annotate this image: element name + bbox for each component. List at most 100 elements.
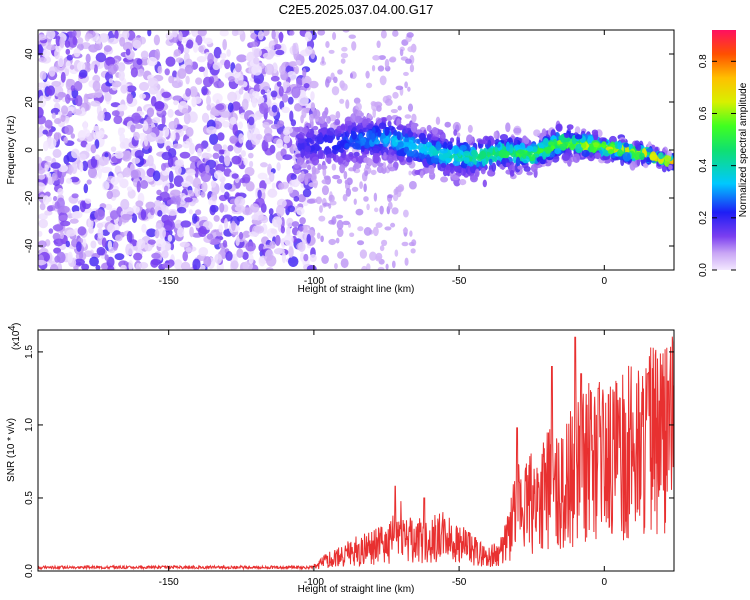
spectrogram-cell xyxy=(170,130,176,142)
spectrogram-cell xyxy=(249,160,254,168)
spectrogram-cell xyxy=(334,118,341,126)
spectrogram-cell xyxy=(374,139,381,145)
spectrogram-cell xyxy=(154,228,160,239)
spectrogram-cell xyxy=(161,114,166,126)
spectrogram-cell xyxy=(102,111,112,121)
spectrogram-cell xyxy=(241,98,249,111)
spectrogram-cell xyxy=(114,30,119,40)
spectrogram-cell xyxy=(97,110,105,122)
spectrogram-cell xyxy=(89,63,95,70)
spectrogram-cell xyxy=(189,226,194,238)
spectrogram-cell xyxy=(224,182,233,190)
spectrogram-cell xyxy=(48,228,54,234)
spectrogram-cell xyxy=(45,30,56,40)
spectrogram-cell xyxy=(90,240,97,249)
spectrogram-cell xyxy=(321,185,329,196)
spectrogram-cell xyxy=(337,251,344,259)
spectrogram-cell xyxy=(542,151,547,160)
spectrogram-cell xyxy=(38,259,47,266)
spectrogram-cell xyxy=(97,156,109,167)
spectrogram-cell xyxy=(52,148,62,158)
spectrogram-cell xyxy=(591,129,599,136)
spectrogram-cell xyxy=(257,172,268,180)
spectrogram-cell xyxy=(168,170,174,183)
spectrogram-cell xyxy=(306,132,313,139)
spectrogram-cell xyxy=(398,141,404,148)
spectrogram-cell xyxy=(50,162,61,169)
spectrogram-cell xyxy=(111,110,120,117)
x-tick-label: -150 xyxy=(159,276,179,287)
spectrogram-cell xyxy=(316,232,321,239)
spectrogram-cell xyxy=(282,154,293,161)
spectrogram-cell xyxy=(555,124,563,131)
spectrogram-cell xyxy=(339,163,345,174)
spectrogram-cell xyxy=(353,97,361,104)
spectrogram-cell xyxy=(304,31,313,42)
spectrogram-cell xyxy=(479,150,487,160)
spectrogram-cell xyxy=(326,157,332,165)
spectrogram-cell xyxy=(397,124,404,131)
spectrogram-cell xyxy=(245,181,255,192)
spectrogram-cell xyxy=(359,249,368,259)
spectrogram-cell xyxy=(98,33,110,43)
spectrogram-cell xyxy=(101,166,113,173)
spectrogram-x-ticks: -150 -100 -50 0 xyxy=(159,30,608,287)
spectrogram-cell xyxy=(291,86,301,99)
spectrogram-cell xyxy=(172,95,183,102)
spectrogram-cell xyxy=(342,194,348,202)
spectrogram-cell xyxy=(363,196,369,202)
snr-scale-close: ) xyxy=(11,323,22,326)
spectrogram-cell xyxy=(70,133,76,139)
spectrogram-cell xyxy=(206,126,217,135)
spectrogram-cell xyxy=(336,228,344,238)
spectrogram-cell xyxy=(377,162,384,167)
spectrogram-cell xyxy=(198,45,204,53)
spectrogram-cell xyxy=(406,150,415,157)
spectrogram-cell xyxy=(377,129,382,137)
spectrogram-cell xyxy=(431,127,439,135)
spectrogram-cell xyxy=(227,102,234,113)
spectrogram-cell xyxy=(519,142,526,151)
spectrogram-cell xyxy=(372,108,377,118)
spectrogram-cell xyxy=(302,68,307,78)
spectrogram-cell xyxy=(76,241,82,252)
spectrogram-cell xyxy=(373,192,378,202)
y-tick-label: 0.5 xyxy=(24,491,35,505)
spectrogram-cell xyxy=(59,220,71,227)
spectrogram-cell xyxy=(320,127,326,134)
spectrogram-cell xyxy=(167,108,174,118)
spectrogram-cell xyxy=(179,151,191,159)
x-tick-label: -100 xyxy=(304,577,324,588)
spectrogram-cell xyxy=(344,179,349,185)
spectrogram-cell xyxy=(140,56,150,66)
spectrogram-cell xyxy=(222,144,228,151)
spectrogram-cell xyxy=(384,126,390,136)
spectrogram-cell xyxy=(617,141,623,150)
spectrogram-cell xyxy=(57,55,65,68)
spectrogram-cell xyxy=(286,226,291,237)
spectrogram-cell xyxy=(369,251,377,261)
spectrogram-cell xyxy=(210,180,217,188)
spectrogram-cell xyxy=(103,45,112,53)
spectrogram-cell xyxy=(121,150,132,162)
spectrogram-cell xyxy=(370,169,377,176)
spectrogram-cell xyxy=(66,229,76,237)
spectrogram-cell xyxy=(51,172,57,182)
chart-title: C2E5.2025.037.04.00.G17 xyxy=(279,2,434,17)
spectrogram-cell xyxy=(307,164,312,171)
spectrogram-cell xyxy=(260,89,266,95)
spectrogram-cell xyxy=(533,129,541,137)
spectrogram-cell xyxy=(404,257,409,266)
spectrogram-cell xyxy=(290,119,297,127)
spectrogram-cell xyxy=(431,155,436,164)
spectrogram-cell xyxy=(114,253,125,261)
spectrogram-cell xyxy=(270,75,280,82)
spectrogram-cell xyxy=(293,103,303,112)
spectrogram-cell xyxy=(306,264,317,270)
spectrogram-cell xyxy=(189,155,200,163)
spectrogram-cell xyxy=(311,166,317,175)
spectrogram-cell xyxy=(296,156,304,166)
snr-frame xyxy=(37,329,675,572)
spectrogram-cell xyxy=(219,52,227,60)
spectrogram-cell xyxy=(387,154,394,164)
